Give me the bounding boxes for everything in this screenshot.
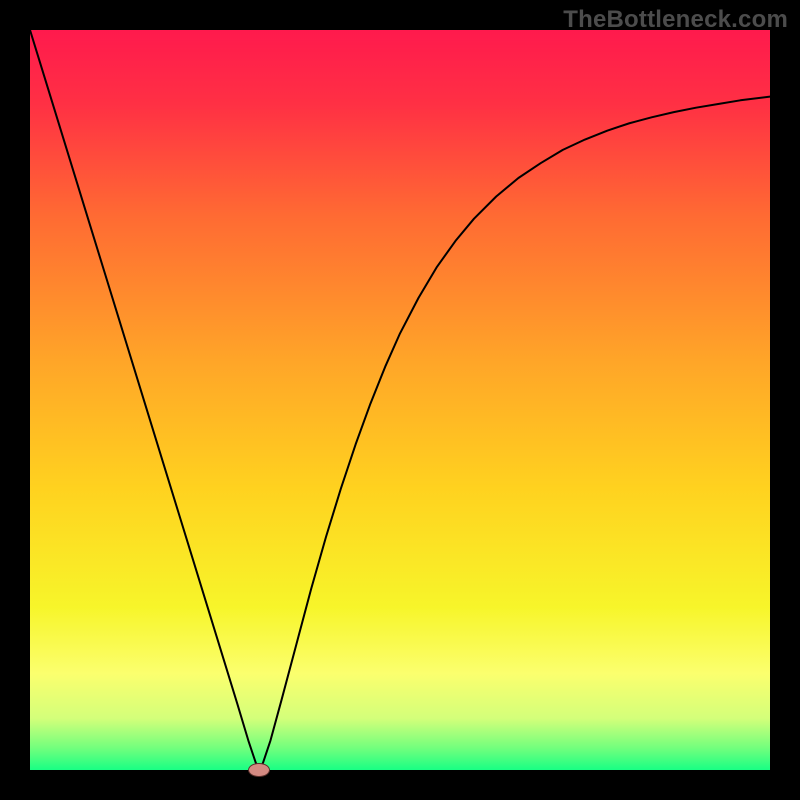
plot-area: [30, 30, 770, 770]
watermark: TheBottleneck.com: [563, 6, 788, 34]
minimum-marker: [248, 763, 270, 777]
curve-svg: [30, 30, 770, 770]
curve-path: [30, 30, 770, 770]
